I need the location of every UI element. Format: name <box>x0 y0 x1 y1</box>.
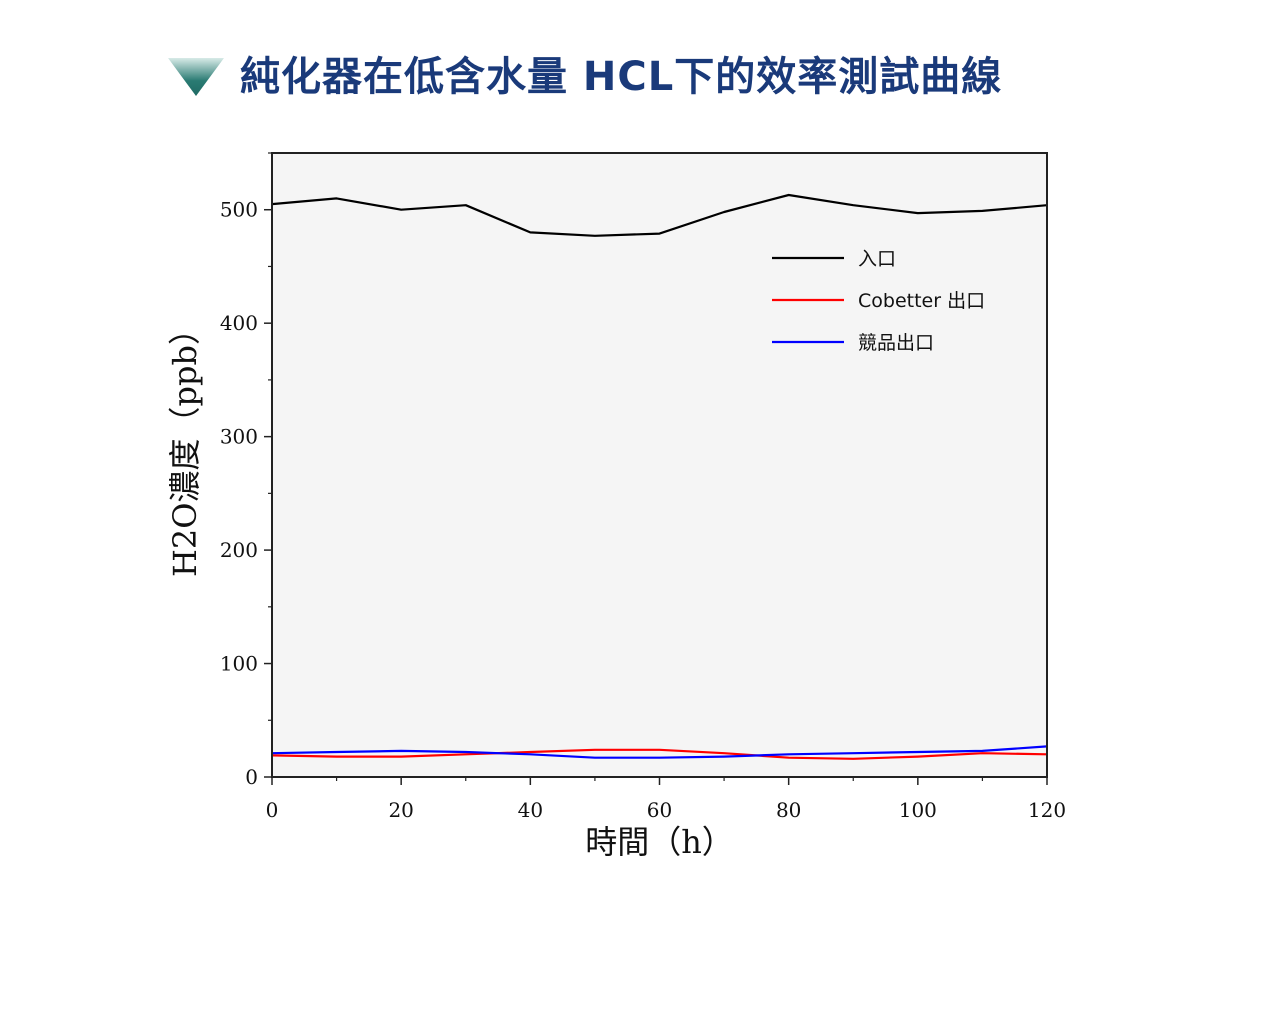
x-tick-label: 120 <box>1028 798 1066 822</box>
page-title: 純化器在低含水量 HCL下的效率測試曲線 <box>240 54 1003 100</box>
x-tick-label: 60 <box>647 798 672 822</box>
y-tick-label: 500 <box>220 198 258 222</box>
y-tick-label: 400 <box>220 311 258 335</box>
series-line-2 <box>271 748 1048 760</box>
series-line-1 <box>271 193 1048 237</box>
plot-frame <box>271 152 1048 778</box>
x-tick-label: 100 <box>899 798 937 822</box>
x-tick-label: 40 <box>518 798 543 822</box>
plot-background <box>272 153 1047 777</box>
y-tick-label: 300 <box>220 425 258 449</box>
x-tick-label: 0 <box>266 798 279 822</box>
legend-label: 競品出口 <box>858 332 934 354</box>
down-triangle-icon <box>168 58 224 96</box>
legend-label: 入口 <box>858 248 896 270</box>
series-layer <box>271 193 1048 760</box>
axes: 0 100 200 300 400 500 0 20 40 60 80 100 120 <box>220 152 1066 822</box>
x-tick-label: 20 <box>388 798 413 822</box>
legend-label: Cobetter 出口 <box>858 290 985 312</box>
y-tick-label: 100 <box>220 652 258 676</box>
series-line-3 <box>271 745 1048 759</box>
y-tick-label: 0 <box>245 765 258 789</box>
x-axis-title: 時間（h） <box>585 823 734 861</box>
y-axis-title: H2O濃度（ppb） <box>166 313 204 577</box>
y-tick-label: 200 <box>220 538 258 562</box>
x-tick-label: 80 <box>776 798 801 822</box>
